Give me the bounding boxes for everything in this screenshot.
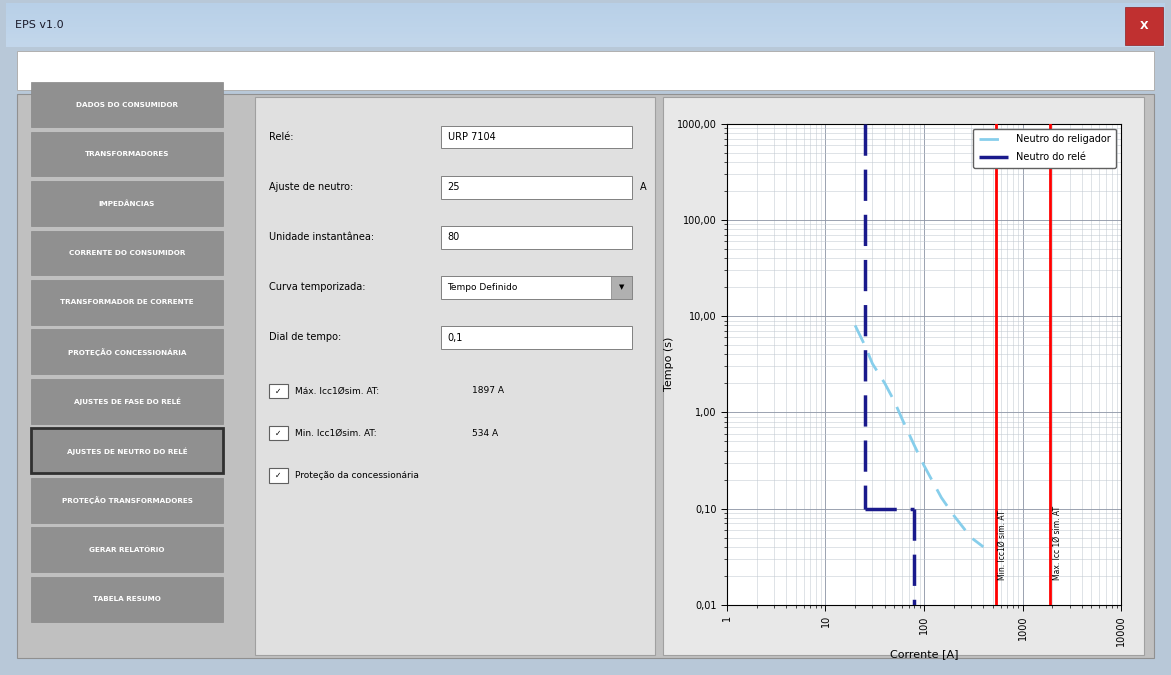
Text: Curva temporizada:: Curva temporizada: bbox=[269, 282, 365, 292]
Neutro do religador bbox=[934, 493, 949, 502]
Neutro do religador bbox=[908, 441, 922, 450]
Line: Neutro do religador: Neutro do religador bbox=[855, 325, 984, 547]
Bar bbox=[32, 379, 222, 424]
Bar bbox=[32, 231, 222, 275]
Bar bbox=[6, 3, 1165, 5]
Bar bbox=[6, 40, 1165, 43]
Bar bbox=[269, 426, 288, 440]
Text: Relé:: Relé: bbox=[269, 132, 294, 142]
Bar bbox=[6, 27, 1165, 30]
Bar bbox=[6, 32, 1165, 34]
Bar bbox=[440, 126, 632, 148]
Text: ▼: ▼ bbox=[618, 284, 624, 290]
Bar bbox=[32, 280, 222, 325]
Neutro do religador bbox=[878, 379, 892, 387]
Bar bbox=[440, 176, 632, 198]
Text: EPS v1.0: EPS v1.0 bbox=[15, 20, 63, 30]
Text: Ajuste de neutro:: Ajuste de neutro: bbox=[269, 182, 354, 192]
Legend: Neutro do religador, Neutro do relé: Neutro do religador, Neutro do relé bbox=[973, 128, 1116, 168]
Bar bbox=[6, 16, 1165, 19]
Bar bbox=[32, 478, 222, 522]
Neutro do religador bbox=[946, 512, 960, 520]
Text: ✓: ✓ bbox=[275, 387, 281, 396]
Bar bbox=[18, 94, 1153, 658]
Bar bbox=[6, 30, 1165, 32]
Bar bbox=[32, 329, 222, 374]
Neutro do religador bbox=[895, 415, 909, 423]
Text: 80: 80 bbox=[447, 232, 460, 242]
Text: CORRENTE DO CONSUMIDOR: CORRENTE DO CONSUMIDOR bbox=[69, 250, 185, 256]
Text: X: X bbox=[1139, 21, 1148, 31]
Text: 0,1: 0,1 bbox=[447, 333, 463, 342]
Text: Unidade instantânea:: Unidade instantânea: bbox=[269, 232, 375, 242]
Bar bbox=[6, 14, 1165, 16]
Text: PROTEÇÃO CONCESSIONÁRIA: PROTEÇÃO CONCESSIONÁRIA bbox=[68, 348, 186, 356]
Bar bbox=[32, 132, 222, 176]
Bar bbox=[269, 468, 288, 483]
Text: IMPEDÂNCIAS: IMPEDÂNCIAS bbox=[98, 200, 156, 207]
Bar bbox=[6, 5, 1165, 7]
Text: Máx. Icc1Øsim. AT:: Máx. Icc1Øsim. AT: bbox=[295, 387, 378, 396]
Text: Min. Icc1Ø sim. AT: Min. Icc1Ø sim. AT bbox=[998, 510, 1007, 580]
Bar bbox=[269, 383, 288, 398]
Bar bbox=[6, 43, 1165, 45]
Bar bbox=[6, 34, 1165, 36]
Bar bbox=[6, 19, 1165, 21]
Text: TRANSFORMADORES: TRANSFORMADORES bbox=[84, 151, 170, 157]
X-axis label: Corrente [A]: Corrente [A] bbox=[890, 649, 958, 659]
Neutro do religador bbox=[857, 341, 871, 349]
Neutro do religador bbox=[964, 533, 978, 541]
Bar bbox=[6, 25, 1165, 27]
Text: TABELA RESUMO: TABELA RESUMO bbox=[93, 596, 160, 602]
Text: 25: 25 bbox=[447, 182, 460, 192]
Bar bbox=[6, 23, 1165, 25]
Bar bbox=[255, 97, 655, 655]
Text: PROTEÇÃO TRANSFORMADORES: PROTEÇÃO TRANSFORMADORES bbox=[62, 496, 192, 504]
Bar bbox=[6, 38, 1165, 40]
Text: A: A bbox=[641, 182, 646, 192]
Text: Max. Icc 1Ø sim. AT: Max. Icc 1Ø sim. AT bbox=[1053, 506, 1061, 580]
Bar bbox=[32, 181, 222, 226]
Text: ✓: ✓ bbox=[275, 470, 281, 480]
Bar bbox=[6, 36, 1165, 38]
Neutro do religador bbox=[977, 543, 991, 551]
Text: ✓: ✓ bbox=[275, 429, 281, 437]
Bar bbox=[6, 7, 1165, 10]
Text: Dial de tempo:: Dial de tempo: bbox=[269, 333, 341, 342]
Neutro do religador bbox=[865, 360, 879, 368]
Bar bbox=[32, 82, 222, 127]
Text: AJUSTES DE NEUTRO DO RELÉ: AJUSTES DE NEUTRO DO RELÉ bbox=[67, 447, 187, 454]
Text: Proteção da concessionária: Proteção da concessionária bbox=[295, 470, 418, 480]
Bar bbox=[663, 97, 1144, 655]
Neutro do religador bbox=[848, 321, 862, 329]
Text: URP 7104: URP 7104 bbox=[447, 132, 495, 142]
Bar bbox=[32, 576, 222, 622]
Bar bbox=[6, 10, 1165, 12]
Bar bbox=[32, 429, 222, 473]
Bar bbox=[611, 276, 632, 299]
Text: TRANSFORMADOR DE CORRENTE: TRANSFORMADOR DE CORRENTE bbox=[60, 300, 194, 305]
Bar bbox=[440, 226, 632, 248]
Neutro do religador bbox=[917, 462, 931, 470]
Text: GERAR RELATÓRIO: GERAR RELATÓRIO bbox=[89, 547, 165, 553]
Bar bbox=[6, 12, 1165, 14]
Bar bbox=[6, 3, 1165, 47]
Bar bbox=[440, 276, 632, 299]
Y-axis label: Tempo (s): Tempo (s) bbox=[664, 337, 673, 391]
Text: Tempo Definido: Tempo Definido bbox=[447, 283, 518, 292]
Bar bbox=[440, 326, 632, 349]
Bar bbox=[6, 45, 1165, 47]
Bar bbox=[6, 21, 1165, 23]
Text: Min. Icc1Øsim. AT:: Min. Icc1Øsim. AT: bbox=[295, 429, 376, 437]
Text: AJUSTES DE FASE DO RELÉ: AJUSTES DE FASE DO RELÉ bbox=[74, 398, 180, 405]
Text: 1897 A: 1897 A bbox=[472, 387, 504, 396]
Bar bbox=[32, 527, 222, 572]
Bar bbox=[1124, 7, 1163, 45]
Neutro do religador bbox=[888, 398, 902, 406]
Text: DADOS DO CONSUMIDOR: DADOS DO CONSUMIDOR bbox=[76, 102, 178, 107]
Text: 534 A: 534 A bbox=[472, 429, 498, 437]
Bar bbox=[18, 51, 1153, 90]
